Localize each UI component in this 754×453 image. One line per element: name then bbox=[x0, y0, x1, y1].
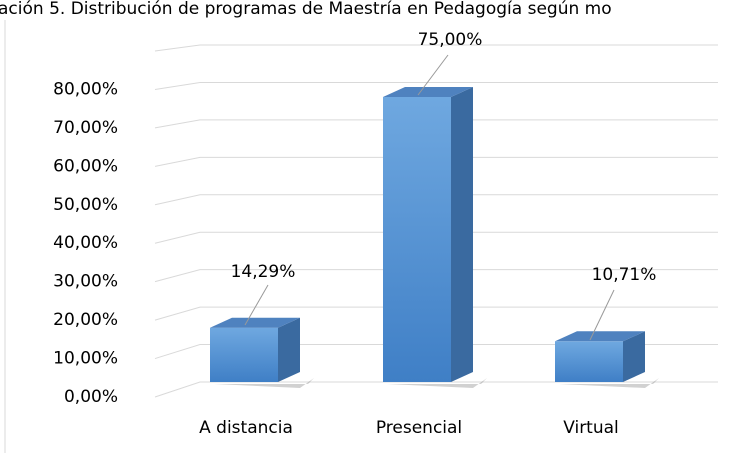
bar-side bbox=[278, 317, 300, 382]
y-tick-label: 50,00% bbox=[53, 195, 118, 215]
data-label: 75,00% bbox=[418, 30, 483, 50]
x-tick-label: Presencial bbox=[376, 418, 462, 438]
bar-side bbox=[451, 87, 473, 382]
bar-shadow bbox=[214, 378, 314, 388]
data-label: 14,29% bbox=[231, 262, 296, 282]
y-tick-label: 70,00% bbox=[53, 118, 118, 138]
grid-line bbox=[154, 156, 718, 167]
bar bbox=[210, 327, 278, 382]
y-tick-label: 20,00% bbox=[53, 310, 118, 330]
grid-line bbox=[154, 81, 718, 90]
bar bbox=[555, 341, 623, 382]
y-tick-label: 40,00% bbox=[53, 233, 118, 253]
grid-line bbox=[154, 269, 718, 283]
grid-line bbox=[154, 381, 718, 398]
bar-top bbox=[555, 331, 645, 342]
bar-shadow bbox=[387, 378, 487, 388]
grid-line bbox=[154, 119, 718, 129]
leader-line bbox=[417, 54, 449, 96]
y-tick-label: 80,00% bbox=[53, 79, 118, 99]
x-tick-label: Virtual bbox=[563, 418, 619, 438]
data-label: 10,71% bbox=[592, 265, 657, 285]
y-tick-label: 0,00% bbox=[64, 387, 118, 407]
grid-line bbox=[154, 306, 718, 321]
bar-top bbox=[210, 317, 300, 328]
y-tick-label: 60,00% bbox=[53, 156, 118, 176]
x-tick-label: A distancia bbox=[199, 418, 293, 438]
bar-side bbox=[623, 331, 645, 382]
leader-line bbox=[244, 284, 269, 326]
grid-line bbox=[154, 231, 718, 244]
grid-line bbox=[154, 44, 718, 52]
bar bbox=[383, 97, 451, 382]
grid-line bbox=[154, 194, 718, 206]
bar-shadow bbox=[559, 378, 659, 388]
y-tick-label: 10,00% bbox=[53, 349, 118, 369]
leader-line bbox=[589, 289, 615, 341]
y-tick-label: 30,00% bbox=[53, 272, 118, 292]
grid-line bbox=[154, 344, 718, 360]
bar-top bbox=[383, 87, 473, 97]
chart-title: ación 5. Distribución de programas de Ma… bbox=[0, 0, 612, 19]
